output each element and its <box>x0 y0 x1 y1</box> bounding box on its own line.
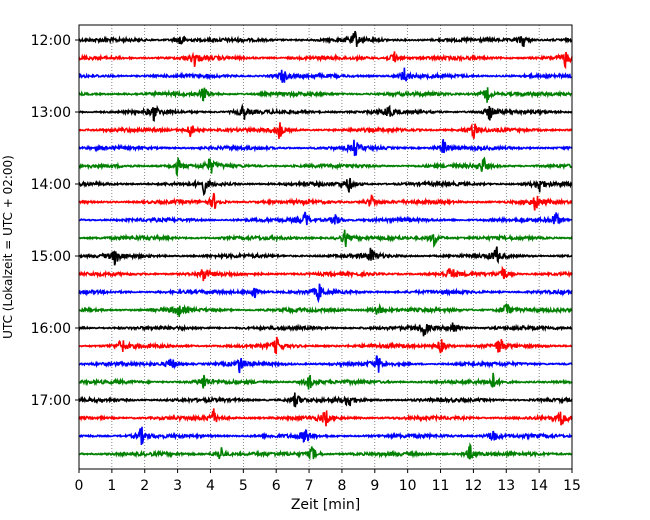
trace-row <box>78 426 573 445</box>
y-tick-label: 16:00 <box>31 321 71 337</box>
trace-row <box>78 265 573 282</box>
x-tick-label: 15 <box>563 478 581 494</box>
trace-row <box>78 283 573 304</box>
y-axis-label: UTC (Lokalzeit = UTC + 02:00) <box>1 155 15 339</box>
x-tick-label: 10 <box>399 478 417 494</box>
trace-row <box>78 442 573 461</box>
trace-row <box>78 408 573 427</box>
trace-row <box>78 103 573 122</box>
x-tick-label: 3 <box>173 478 182 494</box>
x-axis-ticks: 0 1 2 3 4 5 6 7 8 9 10 11 12 13 14 15 <box>75 469 581 494</box>
x-axis-label: Zeit [min] <box>291 497 360 513</box>
y-tick-label: 15:00 <box>31 249 71 265</box>
trace-row <box>78 122 573 140</box>
trace-row <box>78 192 573 211</box>
trace-row <box>78 302 573 318</box>
y-tick-label: 12:00 <box>31 33 71 49</box>
x-tick-label: 1 <box>107 478 116 494</box>
plot-frame <box>78 24 573 470</box>
x-tick-label: 2 <box>140 478 149 494</box>
y-tick-label: 14:00 <box>31 177 71 193</box>
x-tick-label: 11 <box>432 478 450 494</box>
seismic-traces <box>78 30 573 461</box>
x-tick-label: 8 <box>337 478 346 494</box>
x-tick-label: 5 <box>239 478 248 494</box>
x-tick-label: 0 <box>75 478 84 494</box>
x-tick-label: 14 <box>530 478 548 494</box>
trace-row <box>78 177 573 197</box>
trace-row <box>78 322 573 337</box>
trace-row <box>78 355 573 374</box>
trace-row <box>78 229 573 248</box>
trace-row <box>78 392 573 408</box>
x-tick-label: 4 <box>206 478 215 494</box>
trace-row <box>78 30 573 47</box>
trace-row <box>78 87 573 103</box>
x-tick-label: 12 <box>464 478 482 494</box>
trace-row <box>78 372 573 390</box>
trace-row <box>78 211 573 226</box>
x-tick-label: 13 <box>497 478 515 494</box>
y-tick-label: 13:00 <box>31 105 71 121</box>
x-tick-label: 9 <box>370 478 379 494</box>
y-axis-ticks: 12:00 13:00 14:00 15:00 16:00 17:00 <box>31 33 79 409</box>
grid-lines <box>111 25 540 469</box>
trace-row <box>78 67 573 83</box>
x-tick-label: 6 <box>272 478 281 494</box>
x-tick-label: 7 <box>305 478 314 494</box>
trace-row <box>78 246 573 266</box>
trace-row <box>78 336 573 355</box>
trace-row <box>78 156 573 178</box>
trace-row <box>78 138 573 157</box>
y-tick-label: 17:00 <box>31 393 71 409</box>
trace-row <box>78 51 573 70</box>
